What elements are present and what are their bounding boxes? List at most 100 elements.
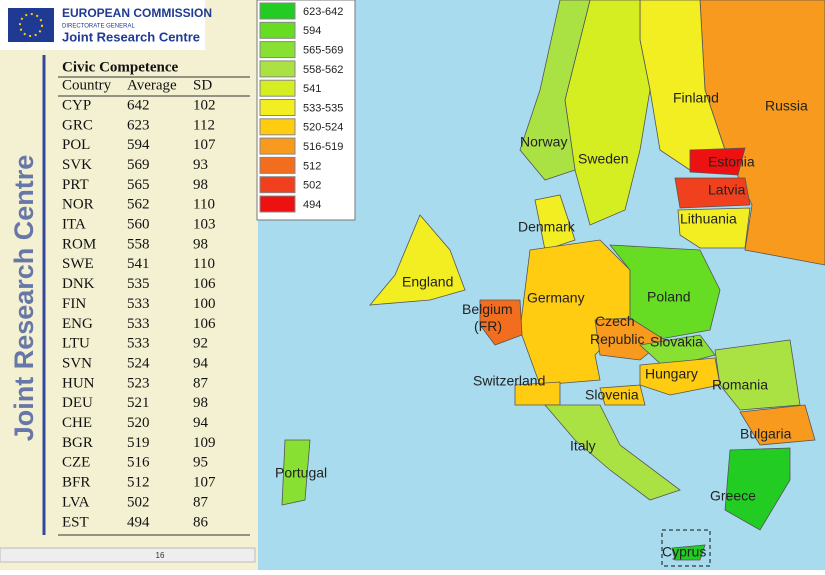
cell: 512: [127, 475, 150, 491]
cell: 106: [193, 276, 216, 292]
legend-label: 512: [303, 160, 321, 172]
legend-label: 520-524: [303, 122, 343, 134]
cell: 92: [193, 336, 208, 352]
cell: 520: [127, 415, 150, 431]
latvia: [674, 177, 751, 209]
lithuania: [677, 207, 751, 249]
country-label: Italy: [570, 438, 596, 454]
cell: 521: [127, 395, 150, 411]
hungary: [639, 357, 721, 396]
cell: 107: [193, 475, 216, 491]
cell: 98: [193, 177, 208, 193]
country-label: Belgium (FR): [462, 301, 513, 334]
table-title: Civic Competence: [62, 59, 179, 75]
legend-label: 516-519: [303, 141, 343, 153]
cell: FIN: [62, 296, 86, 312]
country-label: Switzerland: [473, 373, 545, 389]
cell: 541: [127, 256, 150, 272]
country-label: Germany: [527, 290, 585, 306]
cell: LTU: [62, 336, 90, 352]
legend-swatch: [259, 118, 296, 136]
legend-swatch: [259, 2, 296, 20]
cell: 594: [127, 137, 150, 153]
cell: SVK: [62, 157, 92, 173]
cell: 516: [127, 455, 150, 471]
sidebar: Joint Research Centre: [9, 155, 39, 442]
legend-label: 594: [303, 25, 321, 37]
cell: 107: [193, 137, 216, 153]
norway: [519, 0, 591, 181]
italy: [544, 404, 681, 501]
belgium: [479, 299, 523, 346]
country-label: Romania: [712, 377, 768, 393]
country-label: Latvia: [708, 182, 746, 198]
romania: [714, 339, 801, 411]
cell: 100: [193, 296, 216, 312]
cell: POL: [62, 137, 90, 153]
legend-swatch: [259, 156, 296, 174]
cell: 87: [193, 375, 209, 391]
legend-label: 533-535: [303, 102, 343, 114]
legend-swatch: [259, 99, 296, 116]
cell: HUN: [62, 375, 95, 391]
legend-swatch: [259, 79, 296, 97]
cell: CZE: [62, 455, 90, 471]
cell: 110: [193, 197, 215, 213]
legend-swatch: [259, 176, 296, 194]
cell: 519: [127, 435, 150, 451]
legend-label: 494: [303, 199, 321, 211]
bulgaria: [739, 404, 816, 446]
cell: CYP: [62, 97, 91, 113]
cell: 109: [193, 435, 216, 451]
cyprus: [671, 544, 706, 561]
country-label: Sweden: [578, 151, 629, 167]
england: [369, 214, 466, 306]
country-label: Slovenia: [585, 387, 639, 403]
cell: 502: [127, 494, 150, 510]
cell: LVA: [62, 494, 90, 510]
cell: 98: [193, 395, 208, 411]
cell: PRT: [62, 177, 89, 193]
cell: 623: [127, 117, 150, 133]
country-label: Denmark: [518, 219, 576, 235]
column-header: Country: [62, 77, 112, 93]
country-label: Estonia: [708, 154, 755, 170]
cell: 94: [193, 355, 209, 371]
cell: 533: [127, 296, 150, 312]
estonia: [689, 147, 746, 176]
country-label: Finland: [673, 90, 719, 106]
cell: 524: [127, 355, 150, 371]
legend-swatch: [259, 137, 296, 155]
country-label: Portugal: [275, 465, 327, 481]
legend-swatch: [259, 60, 296, 78]
cell: 523: [127, 375, 150, 391]
legend-swatch: [259, 21, 296, 39]
cell: 562: [127, 197, 150, 213]
cell: EST: [62, 514, 89, 530]
cell: 533: [127, 336, 150, 352]
column-header: Average: [127, 77, 177, 93]
cell: CHE: [62, 415, 92, 431]
slovenia: [599, 384, 646, 406]
cell: 102: [193, 97, 216, 113]
unit: Joint Research Centre: [62, 29, 200, 44]
legend-label: 565-569: [303, 45, 343, 57]
country-label: Czech Republic: [590, 313, 644, 347]
country-label: Russia: [765, 98, 808, 114]
cell: 95: [193, 455, 208, 471]
country-label: Norway: [520, 134, 567, 150]
org: EUROPEAN COMMISSION: [62, 6, 212, 20]
cell: 560: [127, 217, 150, 233]
cell: ROM: [62, 236, 96, 252]
cell: SWE: [62, 256, 94, 272]
cell: 533: [127, 316, 150, 332]
country-label: Poland: [647, 289, 691, 305]
germany: [519, 239, 631, 386]
countries: [281, 0, 825, 561]
country-label: Greece: [710, 488, 756, 504]
legend-label: 502: [303, 180, 321, 192]
country-label: England: [402, 274, 453, 290]
cell: 86: [193, 514, 209, 530]
cell: 535: [127, 276, 150, 292]
